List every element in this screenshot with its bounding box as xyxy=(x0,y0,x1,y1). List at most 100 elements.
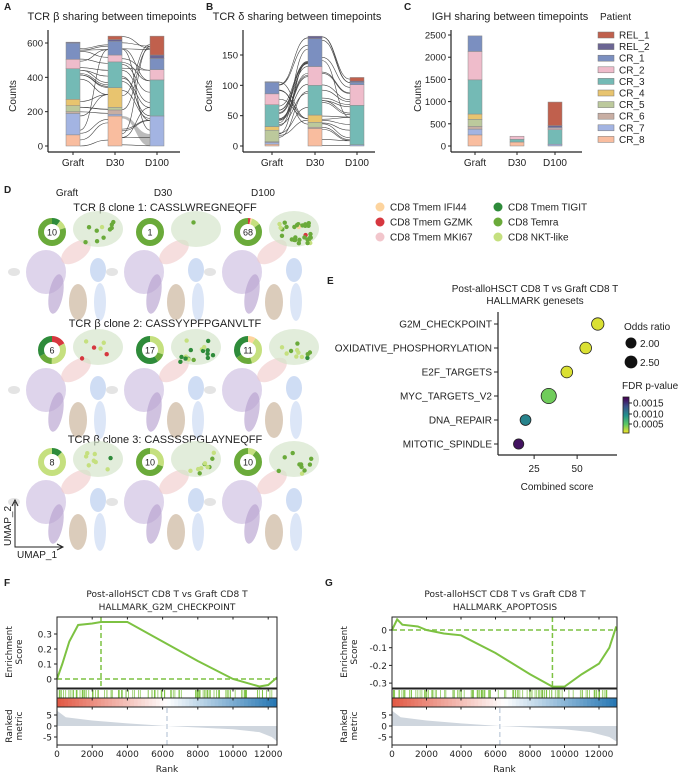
umap-cluster xyxy=(69,514,87,550)
umap-cluster xyxy=(146,274,162,314)
chart-subtitle: HALLMARK_G2M_CHECKPOINT xyxy=(99,603,236,613)
umap-cluster xyxy=(269,329,319,365)
clone-cell-dot xyxy=(195,466,201,472)
timepoint-header: D30 xyxy=(154,188,173,199)
colorbar-step xyxy=(623,424,629,426)
metric-axis-label: Ranked xyxy=(340,709,350,742)
colorbar-step xyxy=(623,430,629,432)
clone-cell-dot xyxy=(178,359,183,365)
x-tick-label: 12000 xyxy=(254,750,283,760)
rank-color-step xyxy=(482,698,487,707)
clone-count: 10 xyxy=(145,458,155,468)
rank-color-step xyxy=(605,698,610,707)
bar-segment-CR_2 xyxy=(149,69,165,81)
colorbar-step xyxy=(623,403,629,405)
enrichment-point xyxy=(519,414,532,426)
y-tick-label: 400 xyxy=(27,73,43,84)
colorbar-step xyxy=(623,422,629,424)
rank-color-step xyxy=(527,698,532,707)
flow-line xyxy=(278,37,309,85)
bar-segment-CR_8 xyxy=(307,128,323,147)
clone-cell-dot xyxy=(277,221,282,227)
flow-line xyxy=(321,73,351,94)
umap-axis-arrows xyxy=(11,498,65,551)
bar-segment-CR_5 xyxy=(107,107,123,111)
clone-cell-dot xyxy=(302,468,307,473)
umap-axes xyxy=(14,502,63,548)
legend-label: CR_4 xyxy=(619,89,645,100)
legend-title: Patient xyxy=(600,12,631,23)
flow-line xyxy=(79,94,109,102)
clone-cell-dot xyxy=(210,456,215,461)
y-tick-label: 100 xyxy=(222,81,238,92)
legend-label: CR_3 xyxy=(619,77,645,88)
celltype-legend-label: CD8 Tmem GZMK xyxy=(390,218,473,229)
umap-cluster xyxy=(286,488,302,512)
umap-cluster xyxy=(61,239,91,265)
bar-segment-CR_3 xyxy=(264,104,280,127)
clone-cell-dot xyxy=(188,468,193,474)
rank-color-step xyxy=(97,698,102,707)
flow-line xyxy=(278,66,309,114)
chart-subtitle: HALLMARK genesets xyxy=(486,296,583,307)
rank-color-step xyxy=(79,698,84,707)
bar-segment-CR_2 xyxy=(307,66,323,86)
x-tick-label: 25 xyxy=(529,464,541,475)
bar-segment-CR_2 xyxy=(65,59,81,70)
bar-segment-REL_2 xyxy=(264,81,280,83)
flow-line xyxy=(79,49,109,131)
colorbar-step xyxy=(623,415,629,417)
umap-cluster xyxy=(90,488,106,512)
bar-segment-REL_2 xyxy=(149,54,165,59)
panel-F-gsea: Post-alloHSCT CD8 T vs Graft CD8 T HALLMA… xyxy=(5,590,283,775)
rank-color-step xyxy=(414,698,419,707)
flow-line xyxy=(79,139,109,147)
rank-color-step xyxy=(82,698,87,707)
colorbar-step xyxy=(623,411,629,413)
donut-segment xyxy=(136,448,164,476)
umap-cluster xyxy=(146,392,162,432)
flow-line xyxy=(79,119,109,134)
clone-count: 68 xyxy=(243,228,253,238)
rank-color-step xyxy=(530,698,535,707)
legend-label: CR_5 xyxy=(619,100,645,111)
rank-color-step xyxy=(470,698,475,707)
clone-cell-dot xyxy=(278,225,283,230)
bar-segment-REL_2 xyxy=(547,125,563,128)
rank-color-step xyxy=(560,698,565,707)
panel-E-dotplot: Post-alloHSCT CD8 T vs Graft CD8 THALLMA… xyxy=(335,284,679,493)
size-legend-label: 2.50 xyxy=(640,358,660,369)
rank-color-step xyxy=(478,698,483,707)
clone-cell-dot xyxy=(205,355,211,361)
y-tick-label: 2500 xyxy=(425,31,446,42)
x-tick-label: 10000 xyxy=(550,750,579,760)
colorbar-step xyxy=(623,426,629,428)
bar-segment-CR_2 xyxy=(349,84,365,106)
colorbar-step xyxy=(623,428,629,430)
panel-label: F xyxy=(4,578,10,589)
legend-label: CR_6 xyxy=(619,112,645,123)
umap-x-label: UMAP_1 xyxy=(17,550,57,561)
rank-color-step xyxy=(141,698,146,707)
flow-line xyxy=(121,48,151,50)
metric-axis-label: metric xyxy=(350,711,360,740)
clone-cell-dot xyxy=(98,346,103,351)
clone-cell-dot xyxy=(111,219,116,225)
rank-color-step xyxy=(251,698,256,707)
term-label: MYC_TARGETS_V2 xyxy=(400,392,492,403)
panel-D-umap: Graft D30 D100 TCR β clone 1: CASSLWREGNEQF… xyxy=(3,188,587,561)
panel-label: D xyxy=(4,185,11,196)
enrichment-point xyxy=(560,365,574,379)
y-axis-label: Enrichment xyxy=(5,626,15,678)
colorbar-step xyxy=(623,418,629,420)
flow-line xyxy=(121,119,151,130)
flow-line xyxy=(321,57,351,88)
y-tick-label: 500 xyxy=(430,119,446,130)
celltype-legend-marker xyxy=(375,232,385,242)
rank-color-step xyxy=(590,698,595,707)
clone-cell-dot xyxy=(305,351,310,357)
bar-segment-CR_3 xyxy=(149,79,165,117)
rank-color-step xyxy=(534,698,539,707)
rank-color-step xyxy=(185,698,190,707)
rank-color-step xyxy=(410,698,415,707)
